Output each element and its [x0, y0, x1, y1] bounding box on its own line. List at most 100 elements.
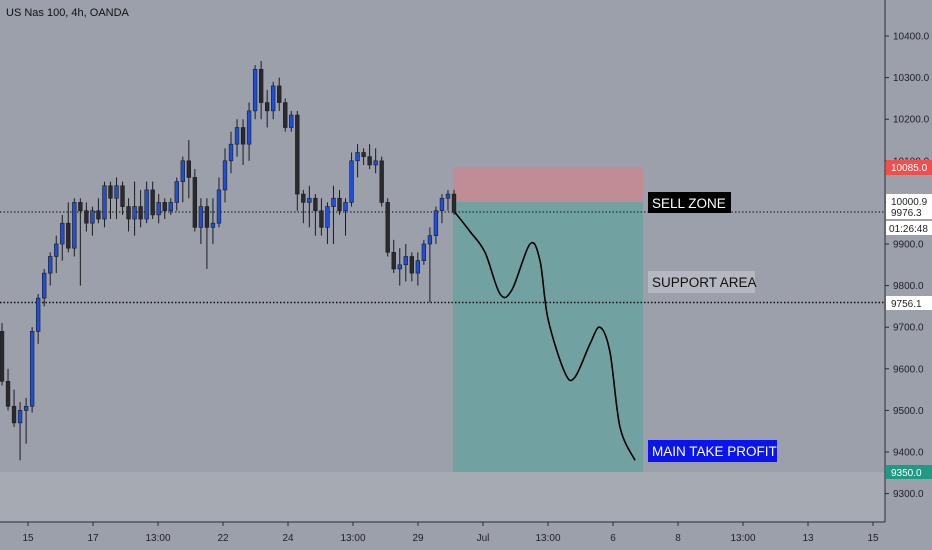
- candle: [156, 194, 161, 224]
- sell-zone-label: SELL ZONE: [652, 196, 726, 211]
- candle: [126, 198, 131, 232]
- candle-body-bearish: [66, 222, 71, 249]
- x-tick-label: 15: [867, 533, 879, 544]
- candle: [11, 389, 17, 428]
- candle-body-bullish: [180, 160, 185, 182]
- lower-band: [0, 472, 885, 522]
- candle: [168, 198, 173, 215]
- candle: [29, 327, 35, 413]
- x-tick-label: 24: [282, 533, 294, 544]
- candle: [451, 189, 457, 215]
- candle: [54, 235, 59, 274]
- candle: [84, 202, 89, 232]
- candle-body-bearish: [337, 197, 342, 212]
- candle: [252, 65, 258, 120]
- take-profit-label: MAIN TAKE PROFIT: [652, 444, 777, 459]
- candle: [246, 102, 252, 161]
- candle-body-bullish: [415, 260, 421, 274]
- candle: [174, 177, 179, 211]
- candle-body-bullish: [132, 206, 137, 220]
- candle-body-bullish: [397, 264, 402, 270]
- chart-title: US Nas 100, 4h, OANDA: [6, 7, 130, 19]
- candle: [162, 198, 167, 220]
- x-tick-label: 8: [675, 533, 681, 544]
- candle-body-bullish: [234, 127, 240, 145]
- candle: [361, 148, 366, 165]
- candle-body-bearish: [451, 193, 457, 213]
- y-tick-label: 9600.0: [893, 364, 924, 375]
- candle: [90, 206, 95, 236]
- candle-body-bearish: [204, 206, 210, 228]
- candle-body-bearish: [162, 202, 167, 212]
- candle: [210, 198, 216, 244]
- candle-body-bearish: [84, 210, 89, 224]
- candle-body-bearish: [138, 206, 143, 220]
- candle-body-bullish: [349, 160, 354, 203]
- candle: [415, 252, 421, 286]
- candle: [421, 239, 427, 265]
- candle: [0, 323, 5, 386]
- support-price-text: 9756.1: [891, 299, 922, 310]
- candle: [295, 110, 300, 211]
- candle-body-bullish: [144, 189, 149, 220]
- candle: [96, 198, 101, 224]
- candle: [331, 185, 336, 244]
- candle: [403, 244, 408, 282]
- candle: [337, 189, 342, 215]
- x-tick-label: 22: [217, 533, 229, 544]
- candle: [409, 252, 414, 282]
- candle-body-bullish: [403, 256, 408, 266]
- entry-price-text: 10000.9: [891, 197, 928, 208]
- candle-body-bullish: [216, 189, 222, 224]
- x-tick-label: 13:00: [535, 533, 560, 544]
- profit-zone: [453, 202, 643, 472]
- candle-body-bullish: [445, 193, 451, 199]
- candle: [277, 77, 282, 111]
- candle-body-bearish: [319, 210, 324, 228]
- candle: [78, 198, 83, 286]
- y-tick-label: 9800.0: [893, 281, 924, 292]
- candle: [144, 181, 149, 224]
- candle: [5, 368, 11, 411]
- candle: [343, 198, 348, 236]
- candle: [102, 181, 107, 228]
- candle: [367, 144, 372, 170]
- candle-body-bullish: [222, 160, 228, 191]
- candle: [66, 202, 71, 253]
- candle-body-bearish: [277, 85, 282, 103]
- candle-body-bearish: [78, 202, 83, 212]
- candle-body-bearish: [265, 102, 270, 112]
- candle-body-bullish: [355, 152, 360, 162]
- x-tick-label: 6: [610, 533, 616, 544]
- candle-body-bullish: [252, 68, 258, 112]
- candle: [60, 214, 65, 261]
- y-tick-label: 10200.0: [893, 115, 930, 126]
- y-tick-label: 9500.0: [893, 406, 924, 417]
- candle: [271, 81, 276, 120]
- candle-body-bullish: [72, 202, 77, 249]
- candle-body-bullish: [427, 235, 433, 245]
- y-tick-label: 9900.0: [893, 240, 924, 251]
- candle: [433, 206, 439, 244]
- candle: [373, 148, 378, 174]
- candle-body-bullish: [343, 202, 348, 212]
- current-price-tag: [886, 205, 932, 219]
- candle-body-bearish: [96, 210, 101, 220]
- target-price-tag: [886, 160, 932, 175]
- candle-body-bullish: [198, 206, 204, 228]
- candle: [397, 248, 402, 286]
- candle-body-bearish: [120, 185, 125, 207]
- candle-body-bearish: [11, 405, 17, 424]
- candle-body-bearish: [367, 156, 372, 166]
- candle: [355, 144, 360, 178]
- y-tick-label: 9400.0: [893, 448, 924, 459]
- candle-body-bearish: [391, 252, 396, 270]
- time-axis-background: [0, 522, 885, 550]
- y-tick-label: 9700.0: [893, 323, 924, 334]
- candle-body-bullish: [90, 210, 95, 224]
- candle-body-bearish: [0, 331, 5, 382]
- candle-body-bearish: [379, 160, 384, 203]
- candle-body-bullish: [439, 197, 445, 212]
